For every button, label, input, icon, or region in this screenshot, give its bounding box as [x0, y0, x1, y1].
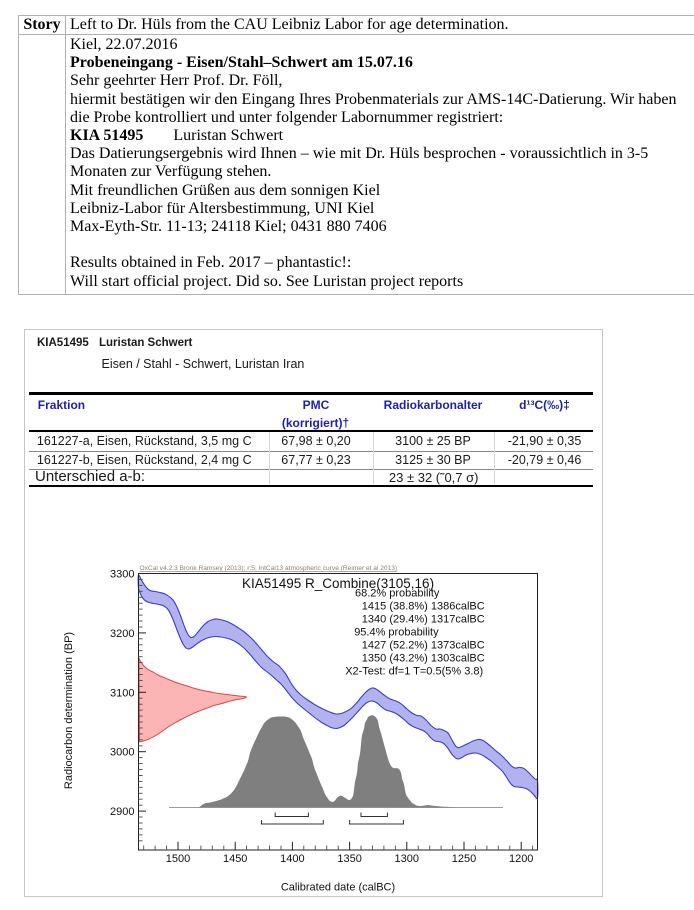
svg-text:95.4% probability: 95.4% probability	[354, 627, 439, 639]
svg-text:3000: 3000	[110, 747, 134, 759]
svg-text:1250: 1250	[452, 853, 476, 865]
svg-text:KIA51495 R_Combine(3105,16): KIA51495 R_Combine(3105,16)	[242, 576, 434, 591]
svg-text:1350: 1350	[337, 853, 361, 865]
svg-text:1340 (29.4%) 1317calBC: 1340 (29.4%) 1317calBC	[362, 614, 485, 626]
svg-text:68.2% probability: 68.2% probability	[355, 588, 440, 600]
svg-text:1400: 1400	[280, 853, 304, 865]
svg-text:2900: 2900	[110, 806, 134, 818]
svg-text:Calibrated date (calBC): Calibrated date (calBC)	[281, 882, 395, 894]
svg-text:1350 (43.2%) 1303calBC: 1350 (43.2%) 1303calBC	[362, 653, 485, 665]
svg-text:1450: 1450	[223, 853, 247, 865]
svg-text:1427 (52.2%) 1373calBC: 1427 (52.2%) 1373calBC	[362, 640, 485, 652]
svg-text:1300: 1300	[395, 853, 419, 865]
svg-text:1500: 1500	[166, 853, 190, 865]
svg-text:X2-Test: df=1 T=0.5(5% 3.8): X2-Test: df=1 T=0.5(5% 3.8)	[345, 666, 483, 678]
svg-text:1415 (38.8%) 1386calBC: 1415 (38.8%) 1386calBC	[362, 601, 485, 613]
svg-text:3200: 3200	[110, 628, 134, 640]
svg-text:3100: 3100	[110, 687, 134, 699]
svg-text:Radiocarbon determination (BP): Radiocarbon determination (BP)	[63, 632, 75, 789]
svg-text:1200: 1200	[509, 853, 533, 865]
svg-text:3300: 3300	[110, 569, 134, 581]
svg-text:OxCal v4.2.3 Bronk Ramsey (201: OxCal v4.2.3 Bronk Ramsey (2013); r:5; I…	[140, 565, 398, 572]
